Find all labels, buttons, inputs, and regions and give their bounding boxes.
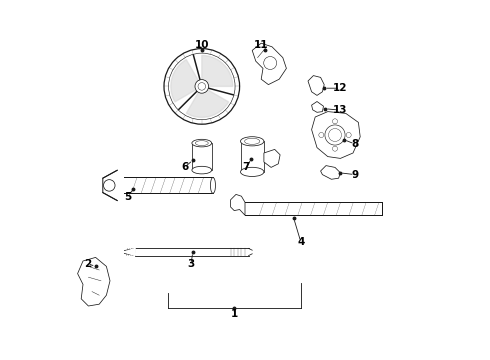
Text: 4: 4 [297,237,304,247]
Circle shape [333,119,338,124]
Circle shape [195,80,209,93]
Polygon shape [124,248,135,256]
Text: 10: 10 [195,40,209,50]
Polygon shape [231,194,245,215]
Circle shape [164,49,240,124]
Polygon shape [312,112,360,158]
Polygon shape [308,76,324,95]
Circle shape [346,132,351,138]
Text: 7: 7 [242,162,249,172]
Polygon shape [192,143,212,170]
Polygon shape [320,166,341,179]
Circle shape [264,57,277,69]
Text: 11: 11 [254,40,269,50]
Polygon shape [252,43,286,85]
Text: 8: 8 [351,139,358,149]
Circle shape [319,132,324,138]
Circle shape [103,180,115,191]
Text: 5: 5 [124,192,132,202]
Ellipse shape [192,166,212,174]
Ellipse shape [241,137,264,146]
Text: 2: 2 [84,258,91,269]
Polygon shape [202,55,233,86]
Ellipse shape [241,167,264,176]
Text: 1: 1 [231,309,238,319]
Text: 6: 6 [181,162,188,172]
Circle shape [333,146,338,151]
Text: 9: 9 [351,170,358,180]
Polygon shape [186,86,229,117]
Polygon shape [77,257,110,306]
Text: 3: 3 [187,259,195,269]
Text: 13: 13 [333,105,347,115]
Polygon shape [241,141,264,172]
Polygon shape [312,102,323,112]
Ellipse shape [210,177,216,193]
Polygon shape [171,59,202,102]
Polygon shape [264,149,280,167]
Text: 12: 12 [333,83,347,93]
Ellipse shape [192,139,212,147]
